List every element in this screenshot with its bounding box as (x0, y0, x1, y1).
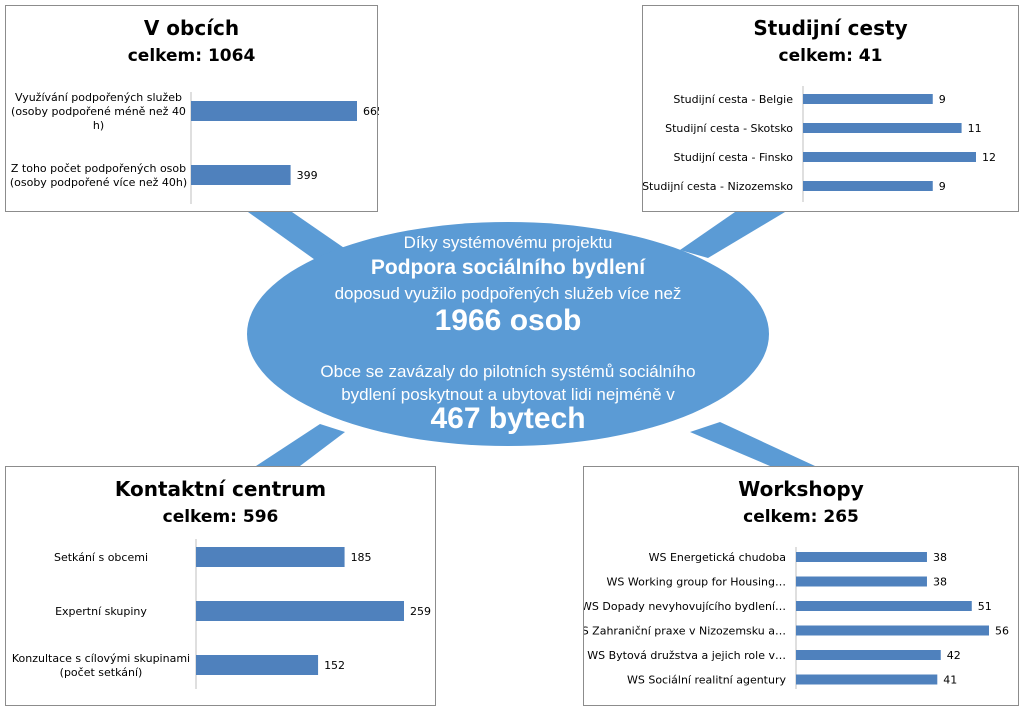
bar-chart: 38 WS Energetická chudoba 38 WS Working gro… (584, 547, 1009, 689)
center-ellipse (247, 222, 769, 446)
connector-top-right (680, 212, 785, 258)
data-label: 9 (939, 93, 946, 106)
data-label: 38 (933, 576, 947, 589)
center-line-2: Podpora sociálního bydlení (370, 256, 646, 279)
data-label: 9 (939, 180, 946, 193)
bar (803, 123, 962, 133)
panel-total: celkem: 596 (162, 507, 279, 527)
bar (191, 101, 357, 121)
data-label: 259 (410, 605, 431, 618)
data-label: 152 (324, 659, 345, 672)
bar (191, 165, 291, 185)
data-label: 41 (943, 674, 957, 687)
category-label: Využívání podpořených služeb (osoby podpo… (11, 91, 186, 132)
bar (796, 576, 927, 587)
center-line-3: doposud využilo podpořených služeb více … (334, 284, 682, 303)
bar (803, 94, 933, 104)
connector-bottom-right (690, 422, 815, 466)
panel-title: Studijní cesty (753, 16, 908, 40)
data-label: 38 (933, 551, 947, 564)
data-label: 399 (297, 169, 318, 182)
bar-chart: 665 Využívání podpořených služeb(osoby po… (10, 91, 379, 204)
center-line-6: bydlení poskytnout a ubytovat lidi nejmé… (341, 385, 675, 404)
panel-title: V obcích (143, 16, 240, 40)
connector-top-left (248, 212, 350, 262)
data-label: 11 (968, 122, 982, 135)
bar (196, 547, 345, 567)
bar (796, 674, 938, 685)
bar (803, 181, 933, 191)
data-label: 42 (947, 649, 961, 662)
bar-chart: 185 Setkání s obcemi 259 Expertní skupiny 15… (12, 539, 431, 689)
panel-total: celkem: 265 (743, 507, 859, 527)
bar (196, 655, 319, 675)
bar-chart: 9 Studijní cesta - Belgie 11 Studijní cesta… (643, 86, 996, 202)
category-label: WS Zahraniční praxe v Nizozemsku a… (584, 625, 786, 638)
center-line-1: Díky systémovému projektu (403, 233, 613, 252)
category-label: Konzultace s cílovými skupinami (počet se… (12, 652, 190, 679)
data-label: 51 (978, 600, 992, 613)
panel-v-obcich: V obcích celkem: 1064 665 Využívání podpo… (5, 5, 379, 212)
data-label: 56 (995, 625, 1009, 638)
data-label: 12 (982, 151, 996, 164)
category-label: Z toho počet podpořených osob (osoby podp… (10, 162, 187, 189)
panel-studijni-cesty: Studijní cesty celkem: 41 9 Studijní cest… (642, 5, 1019, 212)
panel-title: Kontaktní centrum (114, 477, 327, 501)
center-flats-total: 467 bytech (430, 402, 586, 435)
category-label: Studijní cesta - Skotsko (665, 122, 793, 135)
category-label: Expertní skupiny (55, 605, 147, 618)
category-label: Setkání s obcemi (54, 551, 148, 564)
center-message: Díky systémovému projektu Podpora sociál… (248, 222, 768, 447)
data-label: 665 (363, 105, 379, 118)
category-label: WS Dopady nevyhovujícího bydlení… (584, 600, 786, 613)
category-label: Studijní cesta - Belgie (673, 93, 793, 106)
panel-total: celkem: 1064 (127, 46, 256, 66)
category-label: WS Energetická chudoba (649, 551, 786, 564)
category-label: Studijní cesta - Nizozemsko (643, 180, 793, 193)
connector-bottom-left (256, 424, 345, 466)
panel-total: celkem: 41 (778, 46, 883, 66)
category-label: WS Sociální realitní agentury (627, 674, 787, 687)
panel-workshopy: Workshopy celkem: 265 38 WS Energetická c… (583, 466, 1019, 706)
bar (796, 601, 972, 611)
category-label: Studijní cesta - Finsko (674, 151, 794, 164)
data-label: 185 (351, 551, 372, 564)
panel-kontaktni-centrum: Kontaktní centrum celkem: 596 185 Setkání… (5, 466, 436, 706)
bar (803, 152, 976, 162)
bar (796, 650, 941, 660)
center-persons-total: 1966 osob (434, 304, 582, 337)
panel-title: Workshopy (738, 477, 864, 501)
bar (796, 552, 927, 562)
bar (796, 625, 989, 636)
bar (196, 601, 404, 621)
center-line-5: Obce se zavázaly do pilotních systémů so… (320, 362, 696, 381)
category-label: WS Bytová družstva a jejich role v… (587, 649, 786, 662)
category-label: WS Working group for Housing… (607, 576, 787, 589)
